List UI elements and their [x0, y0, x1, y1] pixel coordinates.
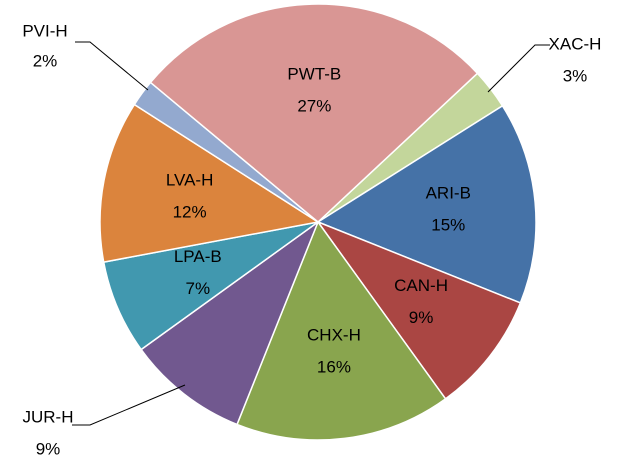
slice-label: PWT-B: [287, 65, 341, 84]
slice-value-label: 9%: [36, 439, 61, 458]
leader-line: [72, 384, 186, 426]
leader-line: [75, 41, 149, 91]
pie-slice: [316, 104, 537, 304]
slice-label: LPA-B: [174, 247, 222, 266]
pie-slice: [236, 220, 447, 441]
pie-slice: [149, 3, 479, 223]
pie-slice: [99, 103, 320, 263]
pie-slice: [140, 219, 320, 426]
slice-label: ARI-B: [426, 184, 471, 203]
slice-value-label: 12%: [173, 203, 207, 222]
slice-value-label: 15%: [431, 216, 465, 235]
slice-label: XAC-H: [549, 34, 602, 53]
pie-slice: [315, 220, 522, 400]
leader-line: [487, 44, 550, 93]
slice-value-label: 9%: [409, 308, 434, 327]
slice-label: CHX-H: [307, 325, 361, 344]
slice-value-label: 2%: [33, 51, 58, 70]
slice-value-label: 3%: [563, 66, 588, 85]
slice-value-label: 7%: [185, 279, 210, 298]
slice-label: PVI-H: [22, 21, 67, 40]
slice-value-label: 27%: [297, 97, 331, 116]
slice-label: LVA-H: [166, 171, 214, 190]
slice-value-label: 16%: [317, 357, 351, 376]
slice-label: CAN-H: [394, 276, 448, 295]
slice-label: JUR-H: [23, 407, 74, 426]
